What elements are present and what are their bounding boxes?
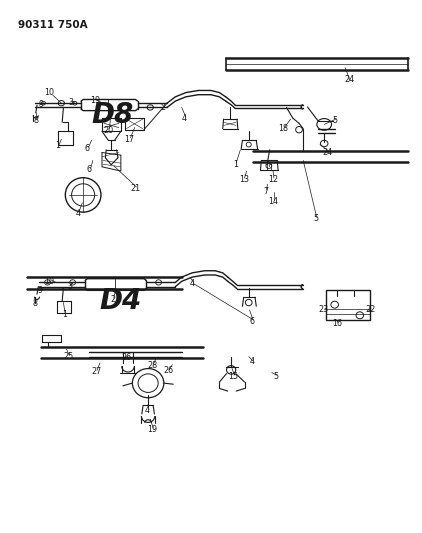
Text: D8: D8 xyxy=(91,101,134,130)
Text: 26: 26 xyxy=(121,353,131,362)
Text: 12: 12 xyxy=(268,174,278,183)
Text: 3: 3 xyxy=(68,98,73,107)
Text: 16: 16 xyxy=(332,319,342,328)
Text: 18: 18 xyxy=(278,124,288,133)
Text: 25: 25 xyxy=(63,352,73,361)
Text: 6: 6 xyxy=(249,317,254,326)
Text: 4: 4 xyxy=(75,209,80,218)
Text: 14: 14 xyxy=(268,197,278,206)
Text: 5: 5 xyxy=(313,214,318,223)
Text: 7: 7 xyxy=(263,187,268,196)
Text: 3: 3 xyxy=(67,282,72,291)
Text: 5: 5 xyxy=(332,116,337,125)
Text: 15: 15 xyxy=(228,372,238,381)
Text: 20: 20 xyxy=(103,126,114,135)
Text: 21: 21 xyxy=(130,183,141,192)
Text: 11: 11 xyxy=(264,164,274,173)
Text: 10: 10 xyxy=(45,88,54,97)
Text: 24: 24 xyxy=(344,75,354,84)
Text: 1: 1 xyxy=(55,141,60,150)
Text: 4: 4 xyxy=(145,406,150,415)
Text: 2: 2 xyxy=(160,103,165,112)
Text: 8: 8 xyxy=(32,299,38,308)
Text: 4: 4 xyxy=(181,114,186,123)
Text: 27: 27 xyxy=(92,367,102,376)
Text: 28: 28 xyxy=(147,361,157,370)
Text: 19: 19 xyxy=(147,425,157,434)
Text: 2: 2 xyxy=(110,295,115,304)
Text: 1: 1 xyxy=(233,160,238,168)
Text: 6: 6 xyxy=(85,144,90,153)
Text: 23: 23 xyxy=(318,305,328,314)
Text: 1: 1 xyxy=(62,310,67,319)
Text: 19: 19 xyxy=(91,95,101,104)
Text: 9: 9 xyxy=(38,286,43,295)
Bar xyxy=(326,290,370,319)
Text: 10: 10 xyxy=(45,277,54,286)
Text: 9: 9 xyxy=(39,100,44,109)
Text: 4: 4 xyxy=(189,279,195,288)
Text: 4: 4 xyxy=(249,358,254,367)
Text: D4: D4 xyxy=(100,287,142,315)
Text: 5: 5 xyxy=(273,372,279,381)
Text: 17: 17 xyxy=(124,135,134,144)
Text: 8: 8 xyxy=(33,116,38,125)
Text: 6: 6 xyxy=(87,165,92,174)
Text: 22: 22 xyxy=(365,305,376,314)
Text: 24: 24 xyxy=(322,148,333,157)
Text: 90311 750A: 90311 750A xyxy=(18,20,88,30)
Text: 26: 26 xyxy=(163,367,173,375)
Text: 13: 13 xyxy=(239,174,249,183)
